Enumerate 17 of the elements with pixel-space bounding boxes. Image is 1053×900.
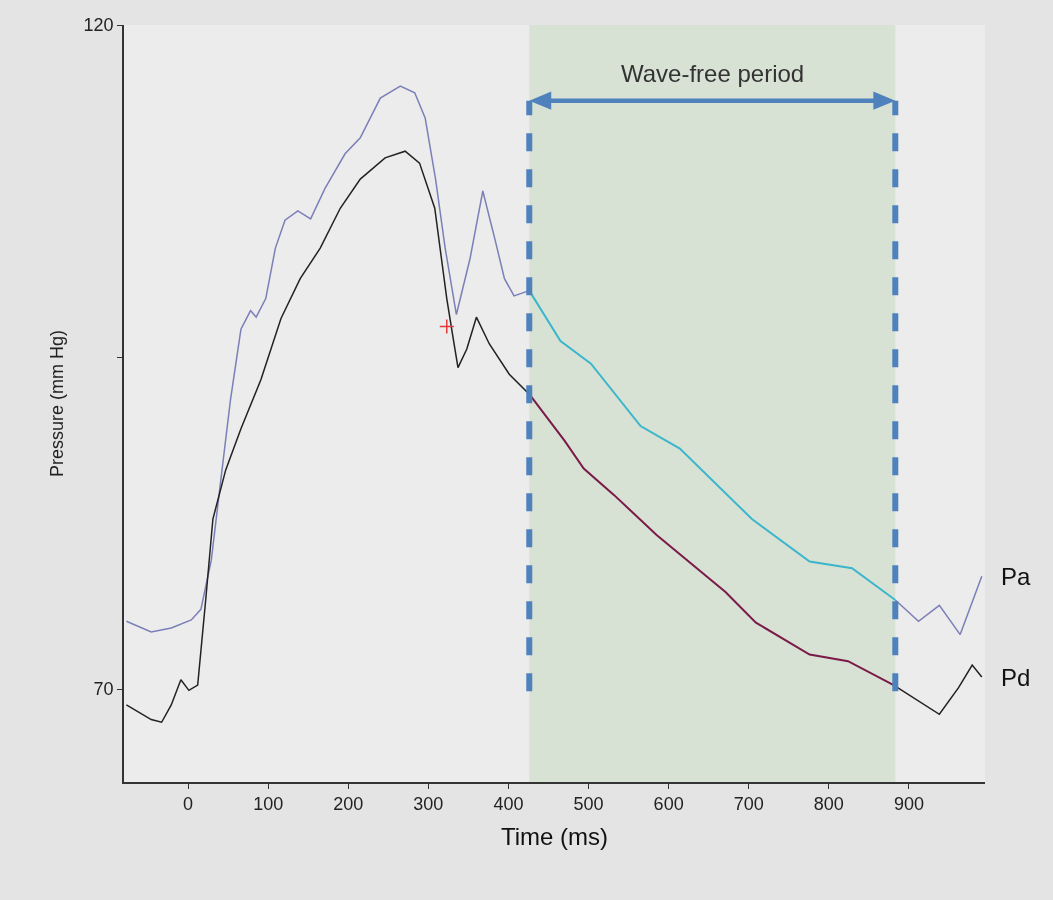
y-tick-label: 120 xyxy=(83,15,114,36)
x-tick-label: 500 xyxy=(573,794,604,815)
x-tick-label: 800 xyxy=(813,794,844,815)
x-tick-label: 300 xyxy=(413,794,444,815)
x-tick-label: 600 xyxy=(653,794,684,815)
band-label: Wave-free period xyxy=(621,60,805,87)
series-label: Pa xyxy=(1001,563,1032,590)
x-tick-label: 400 xyxy=(493,794,524,815)
y-tick-label: 70 xyxy=(93,679,114,700)
series-label: Pd xyxy=(1001,664,1031,691)
x-tick-label: 700 xyxy=(733,794,764,815)
x-tick-label: 200 xyxy=(333,794,364,815)
x-tick-label: 900 xyxy=(893,794,924,815)
x-tick-label: 100 xyxy=(253,794,284,815)
y-axis-title: Pressure (mm Hg) xyxy=(47,329,68,478)
x-tick-label: 0 xyxy=(183,794,194,815)
x-axis-title: Time (ms) xyxy=(500,823,609,851)
